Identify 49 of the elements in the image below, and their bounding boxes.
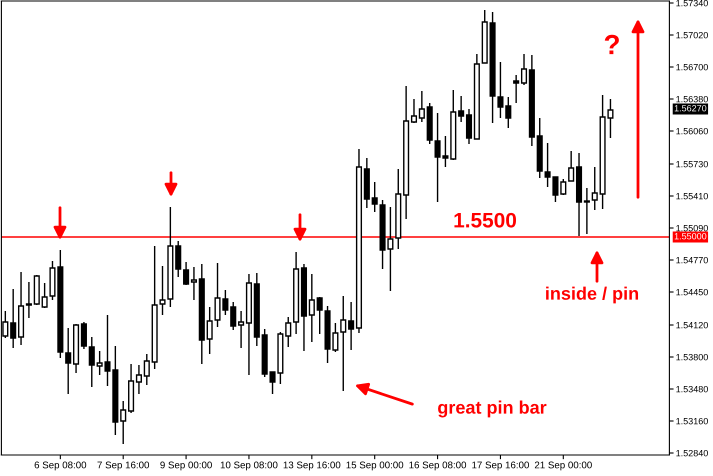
x-tick-label: 15 Sep 00:00 bbox=[346, 462, 404, 470]
y-tick-label: 1.53160 bbox=[676, 418, 708, 424]
x-tick-label: 17 Sep 16:00 bbox=[472, 462, 529, 470]
y-tick-label: 1.54770 bbox=[676, 256, 708, 264]
y-tick-label: 1.52840 bbox=[676, 450, 708, 456]
annotation: ? bbox=[604, 34, 619, 54]
annotation: great pin bar bbox=[438, 400, 546, 418]
y-tick-label: 1.56700 bbox=[676, 64, 708, 70]
candlestick bbox=[584, 187, 590, 235]
y-tick-label: 1.54120 bbox=[676, 322, 708, 328]
text: 1.56270 bbox=[674, 105, 706, 112]
candlestick bbox=[607, 98, 614, 139]
y-tick-label: 1.57020 bbox=[676, 32, 708, 38]
y-tick-label: 1.53480 bbox=[676, 386, 708, 392]
annotation: inside / pin bbox=[546, 286, 638, 304]
y-tick-label: 1.54450 bbox=[676, 288, 708, 296]
y-tick-label: 1.53800 bbox=[676, 354, 708, 360]
candlestick bbox=[466, 108, 472, 145]
candlestick bbox=[80, 321, 87, 350]
candlestick bbox=[560, 178, 566, 196]
ref-line-label: 1.55000 bbox=[674, 233, 706, 240]
y-tick-label: 1.55090 bbox=[676, 224, 708, 232]
y-tick-label: 1.56060 bbox=[676, 128, 708, 134]
candlestick bbox=[104, 314, 111, 387]
candlestick bbox=[214, 262, 221, 328]
x-tick-label: 21 Sep 00:00 bbox=[534, 462, 592, 470]
candlestick bbox=[410, 98, 418, 124]
y-tick-label: 1.56380 bbox=[676, 96, 708, 102]
candlestick bbox=[544, 142, 551, 188]
candlestick bbox=[183, 261, 190, 286]
x-tick-label: 10 Sep 08:00 bbox=[220, 462, 278, 470]
candlestick bbox=[520, 53, 528, 86]
candlestick bbox=[332, 322, 338, 353]
x-tick-label: 13 Sep 16:00 bbox=[284, 462, 340, 470]
y-tick-label: 1.55730 bbox=[676, 160, 708, 168]
candlestick bbox=[513, 74, 520, 104]
annotation: 1.5500 bbox=[454, 212, 516, 228]
x-tick-label: 16 Sep 08:00 bbox=[409, 462, 466, 470]
candlestick bbox=[269, 371, 276, 395]
candlestick bbox=[159, 265, 166, 316]
candlestick bbox=[568, 150, 574, 182]
x-tick-label: 7 Sep 16:00 bbox=[97, 462, 150, 470]
y-tick-label: 1.57340 bbox=[676, 0, 708, 6]
y-tick-label: 1.55410 bbox=[676, 192, 708, 200]
x-tick-label: 6 Sep 08:00 bbox=[34, 462, 86, 470]
candlestick bbox=[434, 112, 441, 203]
candlestick bbox=[552, 176, 558, 203]
candlestick bbox=[387, 206, 394, 292]
x-tick-label: 9 Sep 00:00 bbox=[160, 462, 212, 470]
